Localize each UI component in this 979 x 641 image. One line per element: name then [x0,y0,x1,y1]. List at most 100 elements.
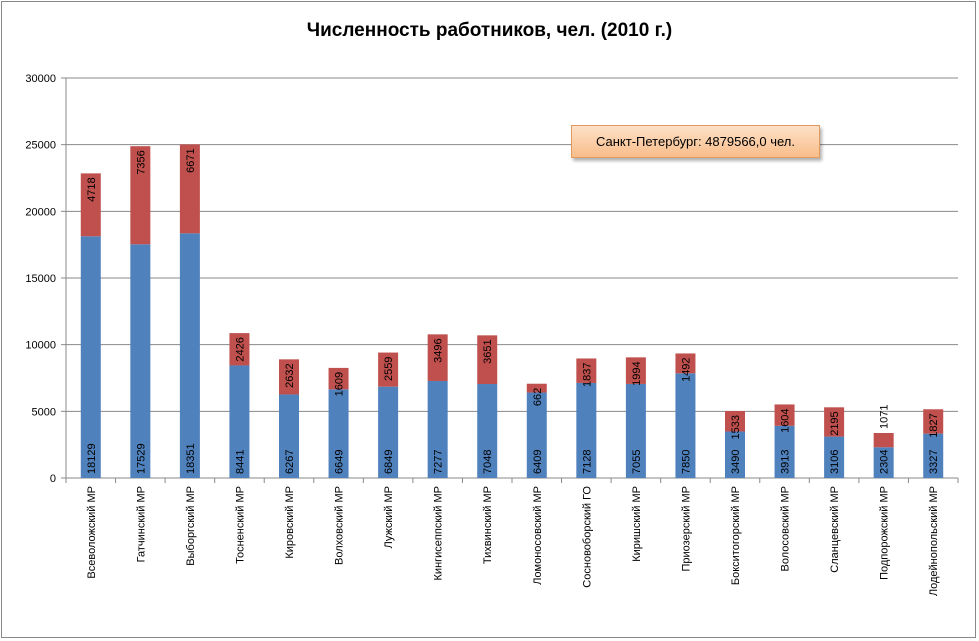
bar-segment [824,436,845,478]
data-label: 3913 [780,450,792,474]
data-label: 3106 [829,450,841,474]
bar-segment [427,380,448,478]
annotation-callout: Санкт-Петербург: 4879566,0 чел. [571,125,820,158]
bar-segment [923,409,944,434]
bar-segment [229,333,250,366]
bar-segment [229,365,250,478]
data-label: 1994 [631,361,643,385]
data-label: 6671 [185,148,197,172]
bar-segment [576,358,597,383]
x-tick-label: Бокситогорский МР [730,486,742,585]
data-label: 7277 [433,450,445,474]
x-tick-label: Приозерский МР [680,486,692,571]
y-tick-label: 20000 [25,206,56,218]
data-label: 1827 [928,413,940,437]
data-label: 7128 [581,450,593,474]
bar-segment [725,411,745,432]
bar-segment [130,146,151,245]
x-tick-label: Тосненский МР [234,486,246,564]
data-label: 2195 [829,411,841,435]
bar-segment [675,373,696,478]
x-tick-label: Киришский МР [631,486,643,562]
x-tick-label: Сосновоборский ГО [581,486,593,588]
bar-segment [279,359,299,395]
x-tick-label: Тихвинский МР [482,486,494,564]
y-tick-label: 5000 [32,406,56,418]
data-label: 7356 [135,150,147,174]
data-label: 7055 [631,450,643,474]
y-tick-label: 30000 [25,73,56,85]
data-label: 1604 [780,408,792,432]
bar-segment [625,383,646,478]
y-tick-label: 0 [50,473,56,485]
bar-segment [477,384,498,478]
data-label: 1071 [879,405,891,429]
bar-segment [378,386,399,478]
data-label: 2304 [879,450,891,474]
data-label: 18351 [185,443,197,474]
data-label: 6267 [284,450,296,474]
bar-segment [625,357,646,384]
bar-segment [279,394,299,478]
bar-segment [80,173,101,237]
data-label: 662 [532,388,544,406]
data-label: 6649 [334,450,346,474]
y-tick-label: 15000 [25,273,56,285]
x-tick-label: Ломоносовский МР [532,486,544,585]
bar-segment [873,447,894,478]
x-tick-label: Волховский МР [334,486,346,565]
x-tick-label: Кировский МР [284,486,296,559]
bar-segment [328,367,349,390]
x-tick-label: Гатчинский МР [135,486,147,562]
data-label: 2426 [234,337,246,361]
x-tick-label: Лодейнопольский МР [928,486,940,596]
bar-segment [725,431,745,478]
bar-segment [774,404,795,426]
data-label: 3490 [730,450,742,474]
bar-segment [576,382,597,478]
x-tick-label: Всеволожский МР [86,486,98,579]
data-label: 2632 [284,363,296,387]
data-label: 3496 [433,338,445,362]
bar-segment [923,433,944,478]
bar-segment [873,433,894,448]
bar-segment [526,392,547,478]
bar-segment [477,335,498,385]
bar-segment [824,407,845,437]
y-tick-label: 25000 [25,140,56,152]
data-label: 1609 [334,372,346,396]
data-label: 3327 [928,450,940,474]
x-tick-label: Подпорожский МР [879,486,891,580]
x-tick-label: Сланцевский МР [829,486,841,573]
bar-segment [130,244,151,478]
data-label: 3651 [482,339,494,363]
bar-segment [328,389,349,478]
data-label: 18129 [86,443,98,474]
x-tick-label: Волосовский МР [780,486,792,572]
data-label: 7048 [482,450,494,474]
bar-segment [526,383,547,393]
data-label: 1492 [680,357,692,381]
data-label: 7850 [680,450,692,474]
bar-segment [774,425,795,478]
data-label: 2559 [383,357,395,381]
data-label: 1837 [581,362,593,386]
data-label: 8441 [234,450,246,474]
data-label: 4718 [86,177,98,201]
data-label: 6849 [383,450,395,474]
bar-segment [427,334,448,381]
x-tick-label: Кингисеппский МР [433,486,445,580]
chart-title: Численность работников, чел. (2010 г.) [306,20,673,41]
y-tick-label: 10000 [25,340,56,352]
data-label: 17529 [135,443,147,474]
bar-segment [80,236,101,478]
data-label: 1533 [730,415,742,439]
x-tick-label: Лужский МР [383,486,395,548]
bar-segment [179,144,200,234]
bar-segment [675,353,696,374]
bar-segment [179,233,200,478]
data-label: 6409 [532,450,544,474]
bar-segment [378,352,399,387]
